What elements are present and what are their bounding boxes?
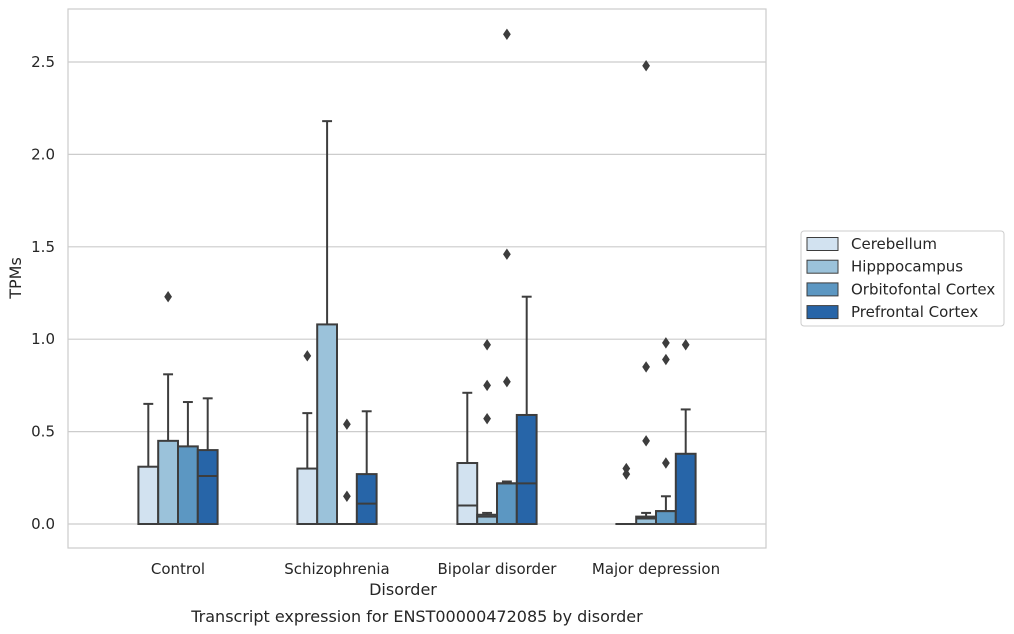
chart-caption: Transcript expression for ENST0000047208… bbox=[190, 607, 643, 626]
box-1-1 bbox=[316, 120, 339, 525]
legend-label: Hipppocampus bbox=[851, 258, 963, 276]
box-body bbox=[655, 510, 677, 525]
box-3-2 bbox=[515, 295, 538, 525]
box-3-0 bbox=[196, 397, 219, 525]
box-2-3 bbox=[655, 337, 677, 525]
legend-swatch bbox=[806, 237, 839, 251]
box-1-3 bbox=[635, 59, 658, 525]
x-axis-title: Disorder bbox=[369, 580, 437, 599]
outlier-point bbox=[503, 375, 511, 388]
box-3-3 bbox=[674, 339, 697, 525]
legend-swatch bbox=[806, 282, 839, 297]
y-tick-label: 0.0 bbox=[31, 515, 55, 533]
outlier-point bbox=[483, 412, 491, 425]
x-tick-label: Bipolar disorder bbox=[438, 560, 558, 578]
outlier-point bbox=[343, 418, 351, 430]
box-body bbox=[674, 452, 697, 525]
outlier-point bbox=[164, 290, 172, 303]
box-2-1 bbox=[336, 418, 358, 526]
legend-label: Orbitofontal Cortex bbox=[851, 280, 995, 298]
outlier-point bbox=[681, 339, 690, 351]
box-3-1 bbox=[355, 410, 378, 526]
outlier-point bbox=[343, 490, 351, 502]
y-tick-label: 2.0 bbox=[31, 145, 55, 163]
outlier-point bbox=[622, 462, 631, 475]
outlier-point bbox=[303, 350, 312, 362]
legend: Cerebellum Hipppocampus Orbitofontal Corte… bbox=[800, 230, 1005, 327]
x-tick-label: Control bbox=[151, 560, 205, 578]
y-axis-ticks: 0.0 0.5 1.0 1.5 2.0 2.5 bbox=[31, 53, 55, 533]
box-body bbox=[296, 467, 319, 525]
outlier-point bbox=[642, 435, 650, 447]
outlier-point bbox=[503, 248, 511, 260]
box-body bbox=[355, 473, 378, 526]
x-tick-label: Schizophrenia bbox=[284, 560, 389, 578]
box-0-3 bbox=[615, 462, 638, 526]
outlier-point bbox=[662, 353, 670, 366]
x-tick-label: Major depression bbox=[592, 560, 720, 578]
legend-swatch bbox=[806, 259, 839, 274]
outlier-point bbox=[642, 361, 650, 373]
outlier-point bbox=[483, 339, 491, 351]
y-tick-label: 2.5 bbox=[31, 53, 55, 71]
outlier-point bbox=[642, 59, 650, 72]
legend-label: Cerebellum bbox=[851, 235, 937, 253]
legend-swatch bbox=[806, 305, 839, 320]
box-2-0 bbox=[177, 401, 199, 525]
box-body bbox=[316, 323, 339, 525]
box-body bbox=[177, 445, 199, 525]
outlier-point bbox=[662, 337, 670, 349]
box-0-0 bbox=[137, 402, 160, 526]
box-body bbox=[196, 449, 219, 525]
plot-frame bbox=[67, 8, 767, 549]
legend-label: Prefrontal Cortex bbox=[851, 303, 978, 321]
outlier-point bbox=[483, 379, 491, 392]
box-0-2 bbox=[456, 391, 479, 525]
box-body bbox=[515, 413, 538, 525]
box-body bbox=[137, 465, 160, 526]
y-tick-label: 0.5 bbox=[31, 423, 55, 441]
x-axis-ticks: Control Schizophrenia Bipolar disorder Majo… bbox=[151, 560, 720, 578]
box-body bbox=[496, 482, 518, 525]
outlier-point bbox=[662, 457, 670, 469]
box-1-0 bbox=[157, 290, 179, 525]
outlier-point bbox=[503, 28, 511, 40]
box-0-1 bbox=[296, 350, 319, 525]
box-2-2 bbox=[496, 28, 518, 525]
box-marks bbox=[137, 28, 697, 526]
y-tick-label: 1.5 bbox=[31, 238, 55, 256]
legend-frame bbox=[800, 230, 1005, 327]
box-body bbox=[456, 462, 479, 525]
box-body bbox=[157, 439, 179, 525]
y-axis-title: TPMs bbox=[6, 257, 25, 300]
y-tick-label: 1.0 bbox=[31, 330, 55, 348]
